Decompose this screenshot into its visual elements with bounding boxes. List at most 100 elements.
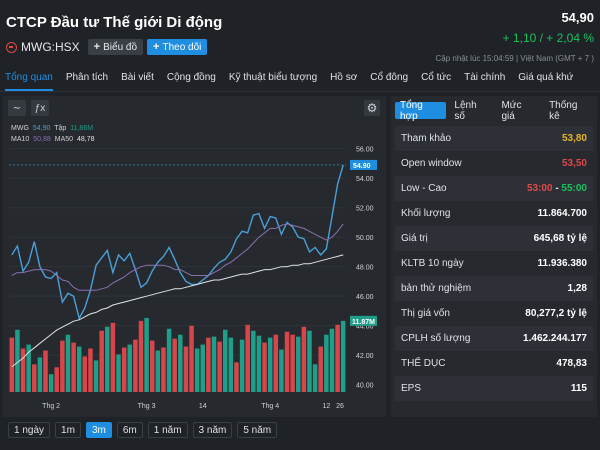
price-tick-label: 42.00 bbox=[356, 353, 374, 360]
legend-row-2: MA10 50,88 MA50 48,78 bbox=[11, 136, 97, 143]
tab-profile[interactable]: Hồ sơ bbox=[330, 72, 358, 83]
volume-bar bbox=[76, 346, 82, 392]
stat-value: 80,277,2 tỷ lệ bbox=[525, 308, 587, 319]
volume-bar bbox=[234, 362, 239, 392]
volume-bar bbox=[301, 326, 307, 392]
range-3-years[interactable]: 3 năm bbox=[192, 422, 233, 438]
volume-bar bbox=[200, 344, 206, 392]
tab-history[interactable]: Giá quá khứ bbox=[518, 72, 574, 83]
volume-bar bbox=[178, 334, 183, 392]
price-tick-label: 56.00 bbox=[356, 147, 374, 154]
range-1-month[interactable]: 1m bbox=[55, 422, 81, 438]
range-1-year[interactable]: 1 năm bbox=[147, 422, 188, 438]
range-1-day[interactable]: 1 ngày bbox=[8, 422, 51, 438]
stat-low-value: 53:00 bbox=[526, 183, 553, 194]
legend-volume-label: Tập bbox=[54, 125, 67, 132]
volume-bar bbox=[329, 328, 335, 392]
stat-label: EPS bbox=[401, 383, 422, 394]
volume-bar bbox=[245, 324, 250, 392]
volume-bar bbox=[217, 341, 222, 392]
main-tabs: Tổng quan Phân tích Bài viết Cộng đồng K… bbox=[0, 68, 600, 92]
chart-button[interactable]: + Biểu đồ bbox=[87, 39, 144, 55]
price-tick-label: 52.00 bbox=[356, 206, 374, 213]
stat-label: KLTB 10 ngày bbox=[401, 258, 464, 269]
volume-bar bbox=[37, 357, 43, 392]
legend-ma50-label: MA50 bbox=[54, 136, 74, 143]
volume-bar bbox=[32, 364, 37, 392]
ticker-row: MWG:HSX + Biểu đồ + Theo dõi bbox=[6, 39, 211, 55]
line-chart-icon[interactable]: ∼ bbox=[8, 100, 26, 116]
volume-bar bbox=[290, 334, 295, 392]
legend-ma50-value: 48,78 bbox=[76, 136, 95, 143]
follow-button-label: Theo dõi bbox=[162, 41, 202, 53]
stat-label: bản thử nghiệm bbox=[401, 283, 472, 294]
stat-tab-price-levels[interactable]: Mức giá bbox=[501, 99, 522, 122]
follow-button[interactable]: + Theo dõi bbox=[147, 39, 208, 55]
volume-bar bbox=[155, 350, 161, 392]
chart-panel: ∼ ƒx ⚙ MWG 54,90 Tập 11,86M MA10 50,88 M… bbox=[3, 96, 386, 417]
volume-bar bbox=[307, 330, 312, 392]
volume-bar bbox=[82, 356, 88, 392]
tab-financials[interactable]: Tài chính bbox=[464, 72, 506, 83]
range-3-months[interactable]: 3m bbox=[85, 422, 112, 438]
volume-bar bbox=[110, 322, 116, 392]
remove-circle-icon[interactable] bbox=[6, 41, 17, 53]
function-icon[interactable]: ƒx bbox=[31, 100, 49, 116]
stat-label: Khối lượng bbox=[401, 208, 451, 219]
tab-overview[interactable]: Tổng quan bbox=[5, 69, 53, 91]
tab-analysis[interactable]: Phân tích bbox=[65, 72, 109, 83]
range-5-years[interactable]: 5 năm bbox=[237, 422, 278, 438]
range-6-months[interactable]: 6m bbox=[116, 422, 143, 438]
stat-tab-summary[interactable]: Tổng hợp bbox=[395, 100, 447, 122]
volume-bar bbox=[222, 329, 228, 392]
ticker-symbol: MWG:HSX bbox=[21, 40, 80, 54]
tab-technical[interactable]: Kỹ thuật biểu tượng bbox=[228, 72, 318, 83]
price-tick-label: 50.00 bbox=[356, 235, 374, 242]
legend-row-1: MWG 54,90 Tập 11,86M bbox=[11, 125, 95, 132]
tab-articles[interactable]: Bài viết bbox=[121, 72, 154, 83]
volume-bar bbox=[239, 339, 245, 392]
price-chart[interactable]: 56.00 54.00 52.00 50.00 48.00 46.00 44.00 42.00… bbox=[3, 96, 386, 417]
volume-bar bbox=[194, 348, 200, 392]
x-tick-label: 14 bbox=[199, 403, 207, 410]
volume-bar bbox=[335, 324, 340, 392]
plus-icon: + bbox=[153, 41, 160, 53]
volume-bar bbox=[251, 330, 256, 392]
gear-icon[interactable]: ⚙ bbox=[364, 100, 380, 116]
stat-value-range: 53:00 - 55:00 bbox=[527, 183, 587, 194]
stat-row: Open window 53,50 bbox=[395, 151, 593, 176]
volume-bar bbox=[121, 347, 127, 392]
stat-row: Khối lượng 11.864.700 bbox=[395, 201, 593, 226]
stat-label: Low - Cao bbox=[401, 183, 447, 194]
stat-value: 478,83 bbox=[556, 358, 587, 369]
volume-bar bbox=[26, 344, 31, 392]
stat-value: 1.462.244.177 bbox=[523, 333, 587, 344]
update-time: Cập nhật lúc 15:04:59 | Việt Nam (GMT + … bbox=[435, 54, 594, 63]
legend-mwg-label: MWG bbox=[11, 125, 29, 132]
volume-bar bbox=[189, 325, 194, 392]
legend-volume-value: 11,86M bbox=[70, 125, 94, 132]
tab-dividends[interactable]: Cổ tức bbox=[421, 72, 452, 83]
chart-button-label: Biểu đồ bbox=[103, 41, 138, 53]
tab-community[interactable]: Cộng đồng bbox=[166, 72, 216, 83]
stat-high-value: 55:00 bbox=[561, 183, 587, 194]
stat-tab-statistics[interactable]: Thống kê bbox=[549, 99, 578, 122]
stat-tab-orders[interactable]: Lệnh số bbox=[454, 99, 477, 122]
x-tick-label: Thg 3 bbox=[138, 403, 156, 410]
stat-value: 115 bbox=[570, 383, 587, 394]
stat-row: Thị giá vốn 80,277,2 tỷ lệ bbox=[395, 301, 593, 326]
stat-value: 11.936.380 bbox=[537, 258, 588, 269]
volume-bar bbox=[105, 326, 110, 392]
stat-label: THỂ DỤC bbox=[401, 358, 446, 369]
volume-bar bbox=[93, 360, 99, 392]
stats-panel: Tổng hợp Lệnh số Mức giá Thống kê Tham k… bbox=[391, 96, 597, 417]
x-tick-label: 12 bbox=[322, 403, 330, 410]
x-tick-label: 26 bbox=[336, 403, 344, 410]
current-price: 54,90 bbox=[561, 10, 594, 25]
stat-row: THỂ DỤC 478,83 bbox=[395, 351, 593, 376]
tab-shareholders[interactable]: Cổ đông bbox=[370, 72, 409, 83]
last-volume-tag bbox=[350, 315, 377, 326]
last-price-tag bbox=[350, 159, 377, 170]
volume-bar bbox=[267, 337, 273, 392]
volume-bar bbox=[262, 342, 267, 392]
